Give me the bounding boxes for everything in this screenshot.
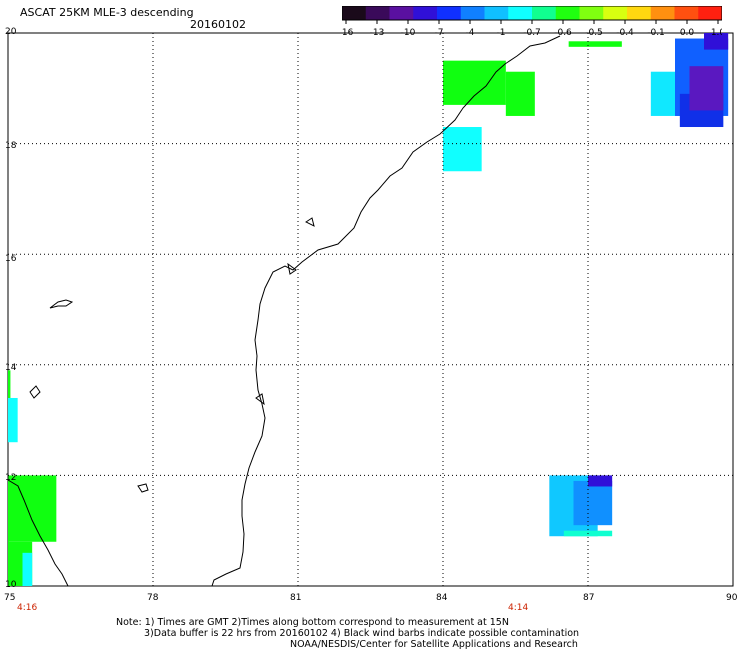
- lon-label-87: 87: [583, 593, 595, 603]
- pass-time-right: 4:14: [508, 603, 529, 613]
- colorbar-swatch: [508, 6, 533, 20]
- colorbar-swatch: [365, 6, 390, 20]
- colorbar-swatch: [603, 6, 628, 20]
- colorbar-swatch: [579, 6, 604, 20]
- colorbar-swatch: [342, 6, 367, 20]
- lat-label-20: 20: [5, 27, 17, 37]
- wind-cell: [443, 127, 482, 172]
- colorbar-tick-label: -13: [370, 28, 385, 38]
- wind-cell: [22, 552, 33, 586]
- colorbar: -16 -13 -10 -7 -4 -1 -0.7 -0.6 -0.5 -0.4 -0.1 0.0 1.…: [342, 6, 722, 38]
- wind-cells: [8, 33, 729, 586]
- island: [49, 299, 74, 309]
- wind-cell: [443, 60, 506, 105]
- lat-label-16: 16: [5, 254, 17, 264]
- island: [137, 483, 149, 493]
- coastline: [211, 35, 561, 587]
- colorbar-tick-label: -0.5: [585, 28, 603, 38]
- coastline-west: [7, 479, 69, 587]
- lat-label-10: 10: [5, 580, 17, 590]
- colorbar-swatch: [460, 6, 485, 20]
- lon-label-75: 75: [4, 593, 16, 603]
- colorbar-tick-label: -0.4: [616, 28, 634, 38]
- island: [305, 217, 315, 227]
- colorbar-tick-label: -4: [466, 28, 475, 38]
- colorbar-swatch: [627, 6, 652, 20]
- wind-cell: [588, 475, 613, 487]
- colorbar-tick-label: -10: [401, 28, 416, 38]
- note-line-3: NOAA/NESDIS/Center for Satellite Applica…: [290, 639, 578, 650]
- colorbar-tick-label: -0.6: [554, 28, 572, 38]
- colorbar-swatch: [532, 6, 557, 20]
- lon-label-84: 84: [436, 593, 448, 603]
- colorbar-tick-label: -7: [435, 28, 444, 38]
- wind-cell: [704, 33, 729, 50]
- colorbar-swatch: [674, 6, 699, 20]
- colorbar-tick-label: -0.1: [647, 28, 665, 38]
- wind-cell: [505, 71, 535, 116]
- colorbar-swatch: [413, 6, 438, 20]
- island: [255, 393, 265, 406]
- colorbar-swatch: [650, 6, 675, 20]
- colorbar-tick-label: 1.0: [711, 28, 722, 38]
- wind-cell: [568, 41, 622, 47]
- colorbar-tick-label: -0.7: [523, 28, 541, 38]
- lon-label-81: 81: [290, 593, 302, 603]
- colorbar-swatch: [389, 6, 414, 20]
- lon-label-78: 78: [147, 593, 159, 603]
- wind-cell: [8, 370, 11, 398]
- wind-cell: [573, 480, 613, 526]
- lat-label-14: 14: [5, 363, 17, 373]
- lat-label-18: 18: [5, 141, 17, 151]
- map-title: ASCAT 25KM MLE-3 descending: [20, 6, 194, 19]
- lon-label-90: 90: [726, 593, 738, 603]
- lat-label-12: 12: [5, 473, 17, 483]
- note-line-2: 3)Data buffer is 22 hrs from 20160102 4)…: [144, 628, 580, 639]
- colorbar-tick-label: -1: [497, 28, 506, 38]
- colorbar-swatch: [555, 6, 580, 20]
- island: [29, 385, 41, 399]
- map-frame: [7, 32, 734, 587]
- colorbar-ticks: -16 -13 -10 -7 -4 -1 -0.7 -0.6 -0.5 -0.4 -0.1 0.0 1.…: [342, 20, 722, 38]
- colorbar-tick-label: -16: [342, 28, 354, 38]
- wind-cell: [689, 66, 724, 111]
- colorbar-swatch: [437, 6, 462, 20]
- note-line-1: Note: 1) Times are GMT 2)Times along bot…: [116, 617, 509, 628]
- pass-time-left: 4:16: [17, 603, 38, 613]
- wind-cell: [8, 397, 18, 443]
- colorbar-tick-label: 0.0: [680, 28, 695, 38]
- lake-chilika: [287, 262, 297, 275]
- colorbar-swatch: [484, 6, 509, 20]
- colorbar-swatches: [342, 6, 722, 20]
- colorbar-swatch: [698, 6, 722, 20]
- gridlines: [8, 33, 733, 586]
- map-date: 20160102: [190, 18, 246, 31]
- wind-cell: [8, 475, 57, 542]
